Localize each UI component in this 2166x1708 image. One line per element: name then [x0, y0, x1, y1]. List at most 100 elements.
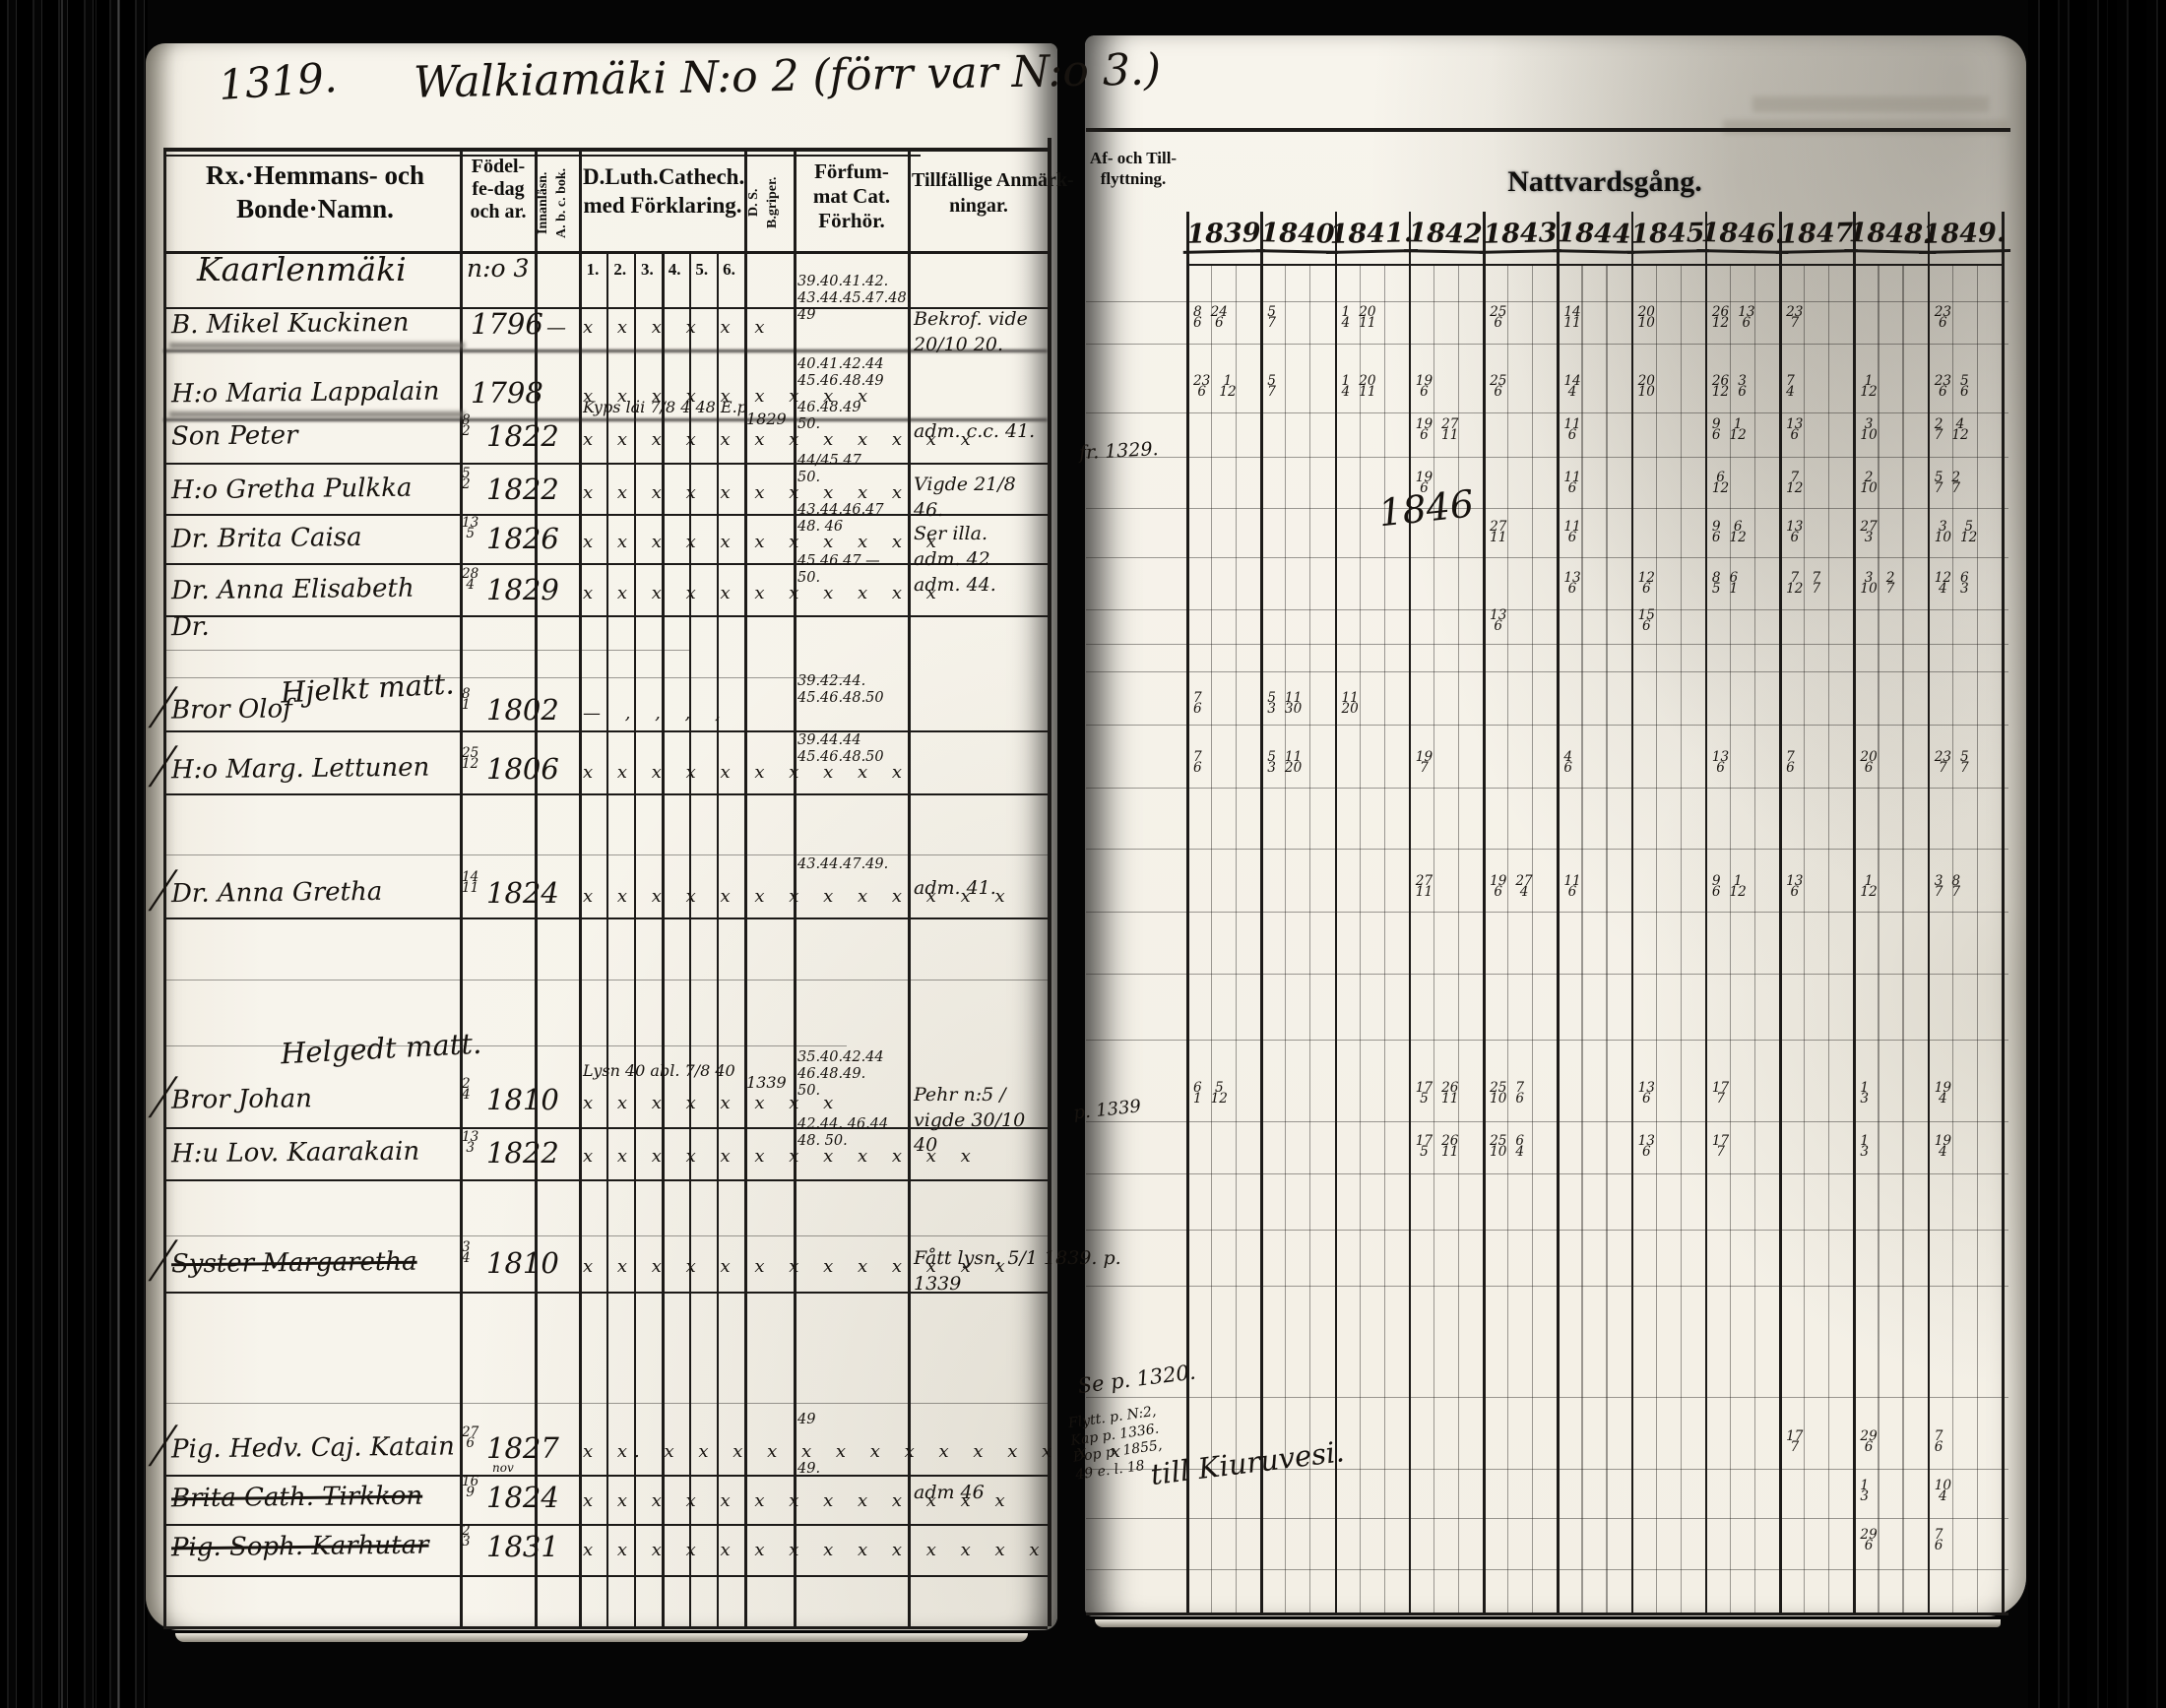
grid-line — [1086, 974, 2008, 976]
catechism-subcolumn-label: 6. — [723, 260, 735, 279]
communion-entry: 2 7 4 12 — [1934, 416, 1969, 444]
attendance-marks: x x x x x x x x x x x x x — [583, 886, 1005, 907]
grid-line — [1359, 264, 1361, 1613]
grid-line — [908, 148, 911, 1626]
attendance-marks: x x x x x x x x x x x — [583, 532, 943, 552]
grid-line — [163, 917, 1048, 919]
reference-number: 1829 — [746, 410, 787, 428]
attendance-marks: x x. x x x x x x x x x x x x x x — [583, 1441, 1120, 1462]
remark-note: adm. 41. — [914, 877, 996, 899]
communion-entry: 25 10 7 6 — [1490, 1080, 1525, 1107]
column-header-migration: Af- och Till- flyttning. — [1079, 148, 1187, 190]
grid-line — [1086, 557, 2008, 559]
grid-line — [163, 854, 1048, 855]
grid-line — [1853, 212, 1857, 1613]
column-header-forsummat: Förfum- mat Cat. Förhör. — [797, 159, 906, 234]
abc-mark: — — [546, 315, 566, 339]
communion-entry: 17 7 — [1711, 1133, 1730, 1161]
missed-exam-years: 43.44.47.49. — [797, 856, 889, 872]
grid-line — [163, 793, 1048, 795]
birth-year: 1822 — [486, 419, 559, 453]
communion-entry: 9 6 1 12 — [1711, 416, 1747, 444]
attendance-marks: x x x x x x x x x — [583, 386, 875, 407]
missed-exam-years: 39.44.44 45.46.48.50 — [797, 732, 884, 766]
grid-line — [1086, 1469, 2008, 1471]
grid-line — [163, 418, 1048, 421]
communion-entry: 20 10 — [1637, 373, 1655, 401]
column-header-communion: Nattvardsgång. — [1507, 165, 1702, 198]
remark-note: Bekrof. vide 20/10 20. — [914, 308, 1028, 355]
communion-entry: 15 6 — [1637, 607, 1655, 635]
page-stack-edge — [1095, 1619, 2001, 1627]
grid-line — [1236, 264, 1238, 1613]
communion-entry: 13 6 — [1637, 1080, 1655, 1107]
birth-day: 28 4 — [462, 566, 479, 594]
attendance-marks: x x x x x x x x x x x x x x — [583, 1540, 1040, 1560]
grid-line — [1334, 212, 1338, 1613]
grid-line — [163, 1179, 1048, 1181]
communion-entry: 3 10 — [1860, 416, 1878, 444]
communion-entry: 13 6 — [1490, 607, 1507, 635]
grid-line — [163, 155, 921, 157]
grid-line — [717, 251, 719, 1626]
grid-line — [1086, 1230, 2008, 1232]
birth-year: 1827 — [486, 1431, 559, 1465]
communion-entry: 25 10 6 4 — [1490, 1133, 1525, 1161]
forsummat-header-line: Förfum- — [814, 159, 889, 183]
communion-entry: 17 5 26 11 — [1415, 1080, 1459, 1107]
communion-entry: 11 6 — [1563, 873, 1581, 901]
person-name: H:o Gretha Pulkka — [170, 473, 413, 506]
grid-line — [1086, 1569, 2008, 1571]
person-name: B. Mikel Kuckinen — [170, 307, 410, 341]
table-row: Kaarlenmäki — [197, 250, 407, 288]
remark-note: adm 46 — [914, 1482, 985, 1503]
migration-header-line: Af- och Till- — [1089, 149, 1178, 167]
communion-entry: 17 7 — [1786, 1428, 1804, 1456]
grid-line — [1186, 264, 2002, 266]
missed-exam-years: 49. — [797, 1461, 821, 1477]
birth-day: 14 11 — [462, 869, 479, 897]
grid-line — [1086, 344, 2008, 346]
communion-entry: 19 4 — [1934, 1080, 1951, 1107]
birth-header-line: och ar. — [470, 201, 527, 222]
person-name: Dr. Anna Gretha — [170, 876, 383, 910]
farm-number: n:o 3 — [467, 254, 530, 283]
book-spine — [0, 0, 148, 1708]
grid-line — [1507, 264, 1509, 1613]
year-column-label: 1839 — [1181, 218, 1265, 254]
communion-entry: 13 6 — [1786, 873, 1804, 901]
column-header-abc-book: A. b. c. bok. — [554, 167, 569, 238]
person-name: Pig. Soph. Karhutar — [170, 1530, 429, 1563]
communion-entry: 13 6 — [1786, 519, 1804, 546]
communion-entry: 14 11 — [1563, 304, 1581, 332]
catechism-subcolumn-label: 1. — [586, 260, 600, 279]
grid-line — [163, 615, 1048, 617]
remark-note: adm. 44. — [914, 574, 996, 596]
grid-line — [1483, 212, 1486, 1613]
birth-year: 1798 — [471, 376, 543, 410]
grid-line — [1753, 264, 1756, 1613]
communion-entry: 17 5 26 11 — [1415, 1133, 1459, 1161]
grid-line — [1557, 212, 1560, 1613]
scratch-line — [61, 0, 63, 1708]
grid-line — [163, 251, 1048, 254]
attendance-marks: x x x x x x x x x x x x — [583, 1146, 978, 1167]
attendance-marks: x x x x x x x x x x — [583, 482, 910, 503]
communion-entry: 19 7 — [1415, 749, 1433, 777]
grid-line — [1383, 264, 1385, 1613]
grid-line — [1086, 1518, 2008, 1520]
communion-entry: 3 10 2 7 — [1860, 570, 1895, 598]
grid-line — [163, 563, 1048, 565]
person-name: H:o Maria Lappalain — [170, 376, 440, 410]
person-name: Dr. Anna Elisabeth — [170, 573, 414, 606]
missed-exam-years: 45.46.47 —50. — [797, 553, 880, 587]
attendance-marks: x x x x x x x x x x x — [583, 583, 943, 603]
person-name: Dr. — [170, 611, 210, 643]
